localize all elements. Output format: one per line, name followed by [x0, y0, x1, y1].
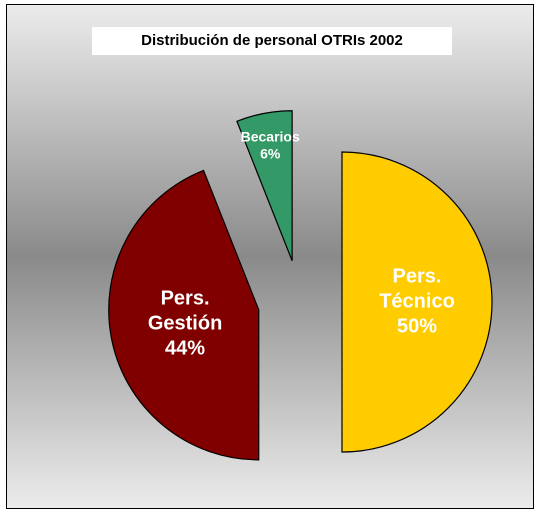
category-label: Pers. Técnico [379, 265, 455, 313]
pie-slice [341, 151, 493, 453]
slice-label: Pers. Técnico 50% [372, 265, 462, 340]
value-label: 6% [260, 145, 281, 162]
slice-label: Pers. Gestión 44% [140, 286, 230, 361]
chart-title: Distribución de personal OTRIs 2002 [92, 27, 452, 55]
pie-slice [108, 169, 260, 461]
value-label: 50% [396, 315, 438, 338]
pie-slice [236, 110, 293, 261]
category-label: Becarios [240, 128, 300, 145]
slice-label: Becarios 6% [230, 128, 310, 163]
value-label: 44% [165, 337, 206, 360]
category-label: Pers. Gestión [147, 287, 223, 335]
